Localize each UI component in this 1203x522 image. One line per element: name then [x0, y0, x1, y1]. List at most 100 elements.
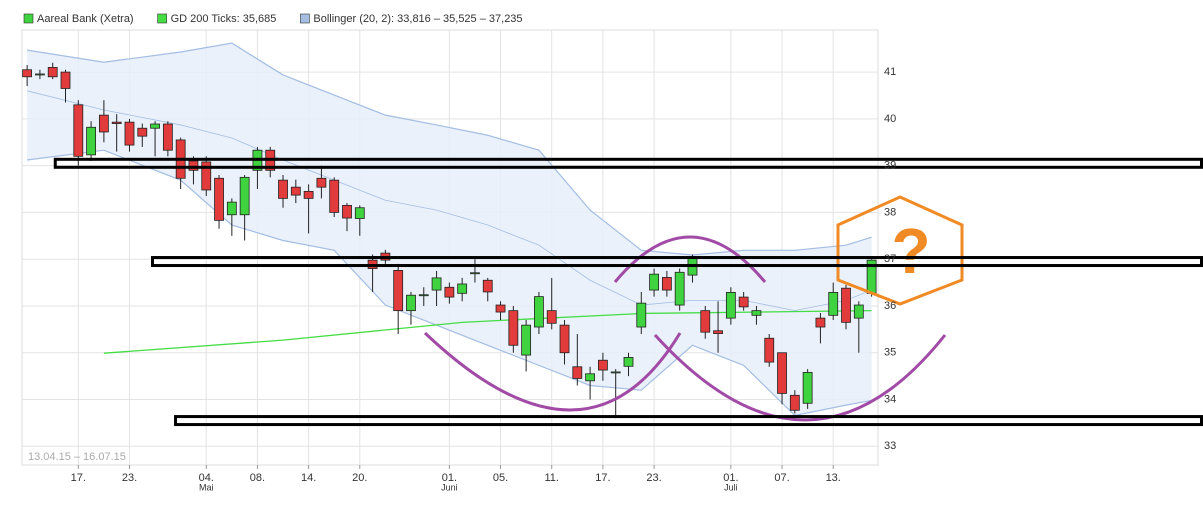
candle-body [674, 271, 685, 306]
y-tick-label: 36 [884, 300, 896, 312]
x-tick-label: 11. [544, 472, 558, 484]
candle-body [226, 201, 237, 216]
candle-body [508, 310, 519, 346]
candle-body [22, 69, 33, 78]
candle-body [636, 302, 647, 328]
legend-label: GD 200 Ticks: 35,685 [171, 13, 277, 25]
candle-body [188, 160, 199, 171]
y-tick-label: 37 [884, 253, 896, 265]
drawings: ? [423, 195, 964, 422]
candle-body [789, 394, 800, 411]
x-tick-label: 23. [122, 472, 137, 484]
x-tick-label: 08. [250, 472, 265, 484]
level [174, 415, 1203, 427]
legend-swatch [300, 13, 310, 24]
y-tick-label: 39 [884, 160, 896, 172]
arc [423, 331, 682, 412]
legend-label: Bollinger (20, 2): 33,816 – 35,525 – 37,… [313, 13, 522, 25]
candle-body [431, 277, 442, 291]
candle-body [649, 273, 659, 291]
legend-swatch [23, 13, 34, 24]
candle-body [598, 359, 608, 371]
x-tick-label: 20. [352, 472, 367, 484]
axes: 33 34 35 36 37 38 39 40 41 17. 23. 04. 08. 14. 20. 01. 0… [71, 66, 897, 492]
candle-body [329, 179, 340, 213]
candle-body [239, 176, 250, 216]
level [53, 157, 1203, 169]
y-tick-label: 38 [884, 206, 896, 218]
candle-body [482, 279, 493, 293]
candle-body [201, 161, 212, 191]
candle-body [86, 126, 96, 156]
candle-body [661, 277, 672, 291]
candle-body [111, 121, 122, 124]
candle-body [457, 283, 468, 294]
legend-swatch [157, 13, 167, 24]
x-tick-label: 17. [71, 472, 86, 484]
candle-body [623, 357, 634, 367]
candle-body [60, 71, 71, 89]
legend-label: Aareal Bank (Xetra) [37, 13, 134, 25]
level [151, 256, 1203, 268]
candle-body [150, 123, 160, 129]
annotation: ? [891, 215, 930, 287]
x-tick-label: 01. [723, 472, 738, 484]
candle-body [470, 272, 480, 275]
candle-body [853, 304, 864, 319]
x-tick-label: 04. [199, 472, 214, 484]
candle-body [444, 286, 455, 298]
candle-body [828, 292, 839, 316]
candle-body [738, 296, 749, 308]
candle-body [725, 292, 736, 319]
band-middle [27, 90, 872, 312]
candle-body [47, 67, 58, 78]
candle-body [777, 352, 787, 394]
candle-body [585, 373, 596, 382]
month-label: Juni [441, 482, 458, 492]
candle-body [546, 310, 557, 324]
candle-body [73, 104, 84, 157]
arc [653, 333, 947, 422]
month-label: Mai [199, 482, 214, 492]
candle-body [418, 294, 429, 297]
candle-body [316, 177, 327, 188]
x-tick-label: 01. [442, 472, 457, 484]
candle-body [342, 205, 352, 219]
band-area [27, 43, 872, 416]
candle-body [137, 127, 148, 137]
candle-body [841, 287, 851, 323]
candle-body [35, 73, 45, 76]
levels [53, 157, 1203, 427]
x-tick-label: 13. [826, 472, 841, 484]
y-tick-label: 33 [884, 440, 896, 452]
candle-body [751, 310, 762, 316]
x-tick-label: 05. [493, 472, 508, 484]
hexagon [836, 195, 964, 306]
candle-body [98, 114, 109, 133]
y-tick-label: 34 [884, 393, 896, 405]
candle-body [700, 310, 711, 333]
candle-body [214, 177, 224, 221]
x-tick-label: 23. [646, 472, 661, 484]
candle-body [495, 304, 506, 313]
candle-body [559, 324, 570, 354]
candle-body [303, 190, 314, 199]
candle-body [162, 123, 173, 151]
candle-body [406, 294, 416, 312]
candle-body [534, 296, 544, 328]
x-tick-label: 07. [774, 472, 789, 484]
candle-body [713, 330, 723, 334]
x-tick-label: 17. [595, 472, 610, 484]
candle-body [815, 317, 826, 328]
candle-body [802, 371, 813, 404]
candle-body [290, 186, 301, 196]
y-tick-label: 35 [884, 347, 896, 359]
y-tick-label: 40 [884, 113, 896, 125]
candle-body [354, 207, 365, 219]
y-tick-label: 41 [884, 66, 896, 78]
candle-body [124, 121, 135, 146]
month-label: Juli [724, 482, 738, 492]
candle-body [278, 179, 288, 199]
candle-body [610, 371, 621, 374]
